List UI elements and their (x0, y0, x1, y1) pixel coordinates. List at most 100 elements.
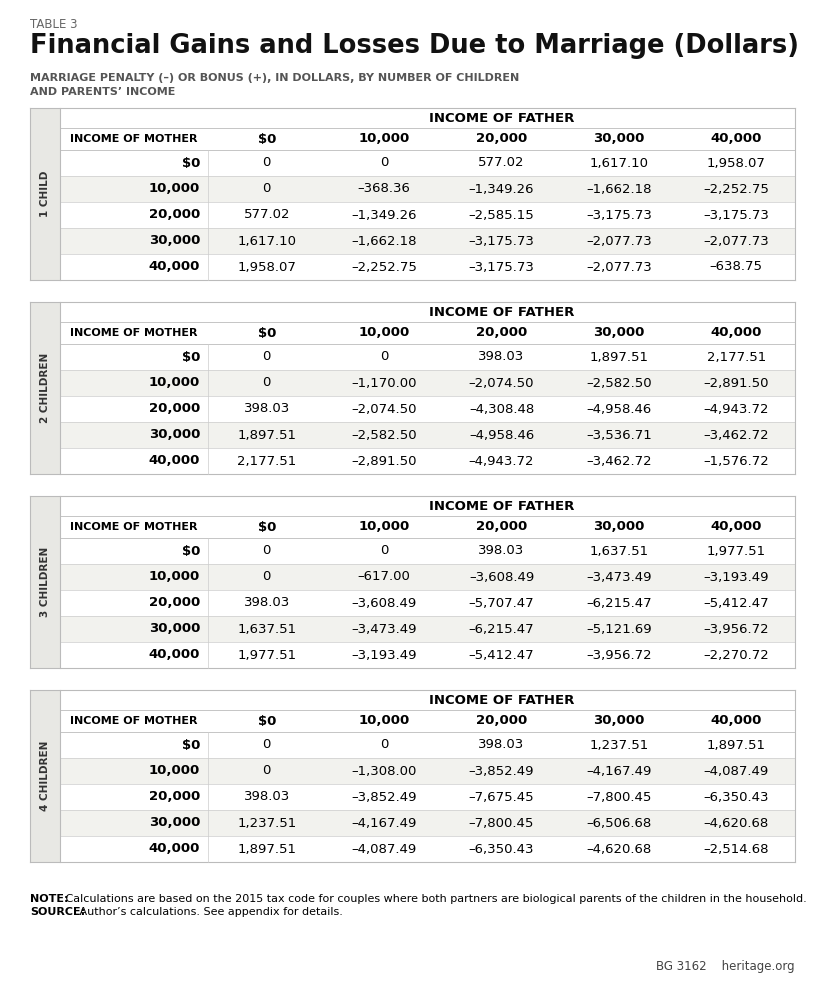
Text: –3,175.73: –3,175.73 (469, 234, 535, 247)
Text: –1,349.26: –1,349.26 (469, 182, 535, 195)
Text: –617.00: –617.00 (358, 571, 411, 584)
Text: 40,000: 40,000 (148, 454, 200, 468)
Text: 398.03: 398.03 (478, 350, 525, 364)
Text: 1,958.07: 1,958.07 (238, 261, 296, 274)
Text: 30,000: 30,000 (593, 521, 644, 534)
Text: –4,943.72: –4,943.72 (704, 402, 769, 416)
Text: –4,087.49: –4,087.49 (704, 764, 769, 778)
Text: –4,087.49: –4,087.49 (351, 843, 417, 855)
Text: –3,462.72: –3,462.72 (704, 429, 769, 441)
Text: 2 CHILDREN: 2 CHILDREN (40, 353, 50, 423)
Text: –5,121.69: –5,121.69 (586, 623, 652, 636)
Text: $0: $0 (257, 327, 276, 339)
Text: –7,800.45: –7,800.45 (587, 791, 652, 803)
Bar (30, 690, 60, 862)
Text: –4,167.49: –4,167.49 (351, 816, 417, 830)
Text: TABLE 3: TABLE 3 (30, 18, 78, 31)
Text: INCOME OF FATHER: INCOME OF FATHER (429, 499, 574, 512)
Text: –2,891.50: –2,891.50 (704, 377, 769, 389)
Text: –2,270.72: –2,270.72 (704, 648, 769, 661)
Text: –3,852.49: –3,852.49 (469, 764, 535, 778)
Text: 30,000: 30,000 (148, 623, 200, 636)
Text: 20,000: 20,000 (476, 132, 527, 145)
Text: 1,617.10: 1,617.10 (238, 234, 296, 247)
Text: 0: 0 (262, 377, 271, 389)
Text: 10,000: 10,000 (359, 714, 410, 728)
Text: –1,662.18: –1,662.18 (586, 182, 652, 195)
Text: –2,585.15: –2,585.15 (469, 209, 535, 222)
Bar (30, 302, 60, 474)
Text: $0: $0 (182, 739, 200, 751)
Text: –3,462.72: –3,462.72 (586, 454, 652, 468)
Bar (60, 810, 795, 836)
Text: –3,473.49: –3,473.49 (351, 623, 417, 636)
Text: –3,175.73: –3,175.73 (704, 209, 769, 222)
Bar (60, 496, 795, 668)
Text: 398.03: 398.03 (478, 544, 525, 557)
Bar (60, 396, 795, 422)
Text: INCOME OF MOTHER: INCOME OF MOTHER (70, 716, 198, 726)
Text: INCOME OF FATHER: INCOME OF FATHER (429, 112, 574, 125)
Text: –3,175.73: –3,175.73 (586, 209, 652, 222)
Text: 10,000: 10,000 (359, 521, 410, 534)
Text: 1,637.51: 1,637.51 (589, 544, 648, 557)
Text: BG 3162    heritage.org: BG 3162 heritage.org (657, 960, 795, 973)
Text: 1,977.51: 1,977.51 (707, 544, 766, 557)
Text: $0: $0 (182, 544, 200, 557)
Text: INCOME OF FATHER: INCOME OF FATHER (429, 305, 574, 319)
Bar (60, 228, 795, 254)
Bar (60, 370, 795, 396)
Bar (60, 344, 795, 370)
Text: INCOME OF FATHER: INCOME OF FATHER (429, 694, 574, 706)
Text: –2,074.50: –2,074.50 (351, 402, 417, 416)
Text: –7,675.45: –7,675.45 (469, 791, 535, 803)
Text: 20,000: 20,000 (148, 402, 200, 416)
Text: Financial Gains and Losses Due to Marriage (Dollars): Financial Gains and Losses Due to Marria… (30, 33, 799, 59)
Text: 10,000: 10,000 (148, 377, 200, 389)
Text: –1,308.00: –1,308.00 (351, 764, 417, 778)
Text: 1,237.51: 1,237.51 (237, 816, 296, 830)
Bar (60, 758, 795, 784)
Bar (60, 176, 795, 202)
Bar (60, 108, 795, 280)
Text: –4,943.72: –4,943.72 (469, 454, 535, 468)
Text: 1,977.51: 1,977.51 (237, 648, 296, 661)
Bar (30, 496, 60, 668)
Text: $0: $0 (182, 350, 200, 364)
Text: 20,000: 20,000 (476, 327, 527, 339)
Text: 0: 0 (262, 157, 271, 170)
Text: 1,958.07: 1,958.07 (707, 157, 766, 170)
Text: 20,000: 20,000 (476, 714, 527, 728)
Text: –5,412.47: –5,412.47 (704, 596, 769, 609)
Text: –2,252.75: –2,252.75 (704, 182, 769, 195)
Text: Calculations are based on the 2015 tax code for couples where both partners are : Calculations are based on the 2015 tax c… (62, 894, 807, 904)
Text: –2,582.50: –2,582.50 (351, 429, 417, 441)
Text: 1,637.51: 1,637.51 (237, 623, 296, 636)
Text: –3,536.71: –3,536.71 (586, 429, 652, 441)
Text: 0: 0 (262, 571, 271, 584)
Bar (60, 564, 795, 590)
Text: 30,000: 30,000 (148, 429, 200, 441)
Text: 10,000: 10,000 (148, 182, 200, 195)
Text: –3,956.72: –3,956.72 (586, 648, 652, 661)
Text: INCOME OF MOTHER: INCOME OF MOTHER (70, 134, 198, 144)
Bar (60, 642, 795, 668)
Text: 1,897.51: 1,897.51 (707, 739, 766, 751)
Bar (60, 448, 795, 474)
Bar (60, 538, 795, 564)
Text: 398.03: 398.03 (478, 739, 525, 751)
Text: 398.03: 398.03 (243, 791, 290, 803)
Text: 20,000: 20,000 (476, 521, 527, 534)
Bar (60, 690, 795, 862)
Text: 10,000: 10,000 (148, 571, 200, 584)
Bar (60, 422, 795, 448)
Text: 0: 0 (262, 739, 271, 751)
Text: –2,252.75: –2,252.75 (351, 261, 417, 274)
Bar (60, 732, 795, 758)
Text: SOURCE:: SOURCE: (30, 907, 85, 917)
Text: –4,958.46: –4,958.46 (469, 429, 534, 441)
Text: 20,000: 20,000 (148, 209, 200, 222)
Text: 40,000: 40,000 (148, 648, 200, 661)
Text: 10,000: 10,000 (359, 327, 410, 339)
Text: –6,350.43: –6,350.43 (469, 843, 535, 855)
